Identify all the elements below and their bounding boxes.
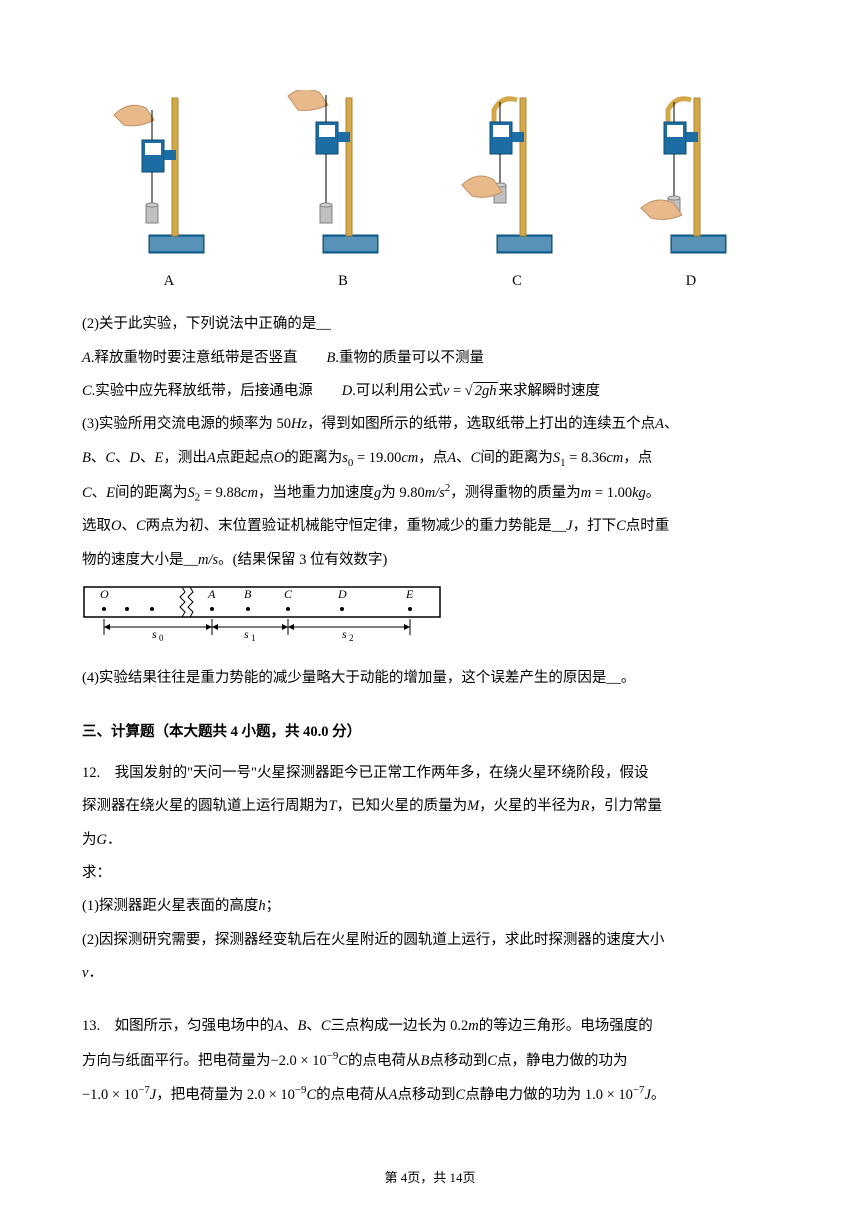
- q3-line5: 物的速度大小是__m/s。(结果保留 3 位有效数字): [82, 544, 778, 577]
- svg-text:1: 1: [251, 633, 256, 641]
- svg-text:O: O: [100, 587, 109, 601]
- apparatus-d-svg: [626, 90, 756, 260]
- q12-1: (1)探测器距火星表面的高度h；: [82, 890, 778, 923]
- var-v: v: [443, 383, 449, 399]
- page-footer: 第 4页，共 14页: [0, 1167, 860, 1186]
- opt-d-marker: D: [342, 383, 352, 399]
- svg-text:2: 2: [349, 633, 354, 641]
- q2-prompt: (2)关于此实验，下列说法中正确的是__: [82, 308, 778, 341]
- q2-optd2: 来求解瞬时速度: [498, 383, 600, 399]
- q2-optd1: 可以利用公式: [356, 383, 443, 399]
- q3-line1: (3)实验所用交流电源的频率为 50Hz，得到如图所示的纸带，选取纸带上打出的连…: [82, 408, 778, 441]
- opt-b-marker: B: [326, 350, 335, 366]
- svg-text:s: s: [342, 627, 347, 641]
- apparatus-b-svg: [278, 90, 408, 260]
- apparatus-label-d: D: [686, 265, 696, 298]
- q2-optb: 重物的质量可以不测量: [339, 350, 484, 366]
- q12-line1: 12. 我国发射的"天问一号"火星探测器距今已正常工作两年多，在绕火星环绕阶段，…: [82, 757, 778, 790]
- apparatus-a: A: [104, 90, 234, 298]
- apparatus-label-b: B: [338, 265, 348, 298]
- q2-options-cd: C.实验中应先释放纸带，后接通电源 D.可以利用公式v = √2gh来求解瞬时速…: [82, 375, 778, 408]
- svg-text:0: 0: [159, 633, 164, 641]
- q13-line3: −1.0 × 10−7J，把电荷量为 2.0 × 10−9C的点电荷从A点移动到…: [82, 1078, 778, 1112]
- apparatus-b: B: [278, 90, 408, 298]
- sqrt-2gh: 2gh: [473, 382, 499, 399]
- q13-line2: 方向与纸面平行。把电荷量为−2.0 × 10−9C的点电荷从B点移动到C点，静电…: [82, 1044, 778, 1078]
- q12-qiu: 求：: [82, 857, 778, 890]
- tape-svg: O A B C D E s0 s1 s2: [82, 585, 442, 641]
- q3-line2: B、C、D、E，测出A点距起点O的距离为s0 = 19.00cm，点A、C间的距…: [82, 442, 778, 476]
- svg-text:A: A: [207, 587, 216, 601]
- tape-diagram: O A B C D E s0 s1 s2: [82, 585, 778, 654]
- svg-text:E: E: [405, 587, 414, 601]
- q13-line1: 13. 如图所示，匀强电场中的A、B、C三点构成一边长为 0.2m的等边三角形。…: [82, 1010, 778, 1043]
- svg-text:B: B: [244, 587, 252, 601]
- q12-2: (2)因探测研究需要，探测器经变轨后在火星附近的圆轨道上运行，求此时探测器的速度…: [82, 924, 778, 957]
- apparatus-figures: A B: [82, 90, 778, 298]
- apparatus-a-svg: [104, 90, 234, 260]
- q3-line4: 选取O、C两点为初、末位置验证机械能守恒定律，重物减少的重力势能是__J，打下C…: [82, 510, 778, 543]
- section3-title: 三、计算题（本大题共 4 小题，共 40.0 分）: [82, 716, 778, 749]
- apparatus-label-a: A: [164, 265, 174, 298]
- q3-line3: C、E间的距离为S2 = 9.88cm，当地重力加速度g为 9.80m/s2，测…: [82, 476, 778, 511]
- q2-opta: 释放重物时要注意纸带是否竖直: [94, 350, 297, 366]
- q12-2b: v．: [82, 957, 778, 990]
- q12-line3: 为G．: [82, 824, 778, 857]
- apparatus-c: C: [452, 90, 582, 298]
- svg-text:s: s: [244, 627, 249, 641]
- opt-a-marker: A: [82, 350, 91, 366]
- q12-line2: 探测器在绕火星的圆轨道上运行周期为T，已知火星的质量为M，火星的半径为R，引力常…: [82, 790, 778, 823]
- apparatus-d: D: [626, 90, 756, 298]
- apparatus-label-c: C: [512, 265, 522, 298]
- svg-text:D: D: [337, 587, 347, 601]
- q2-optc: 实验中应先释放纸带，后接通电源: [95, 383, 313, 399]
- apparatus-c-svg: [452, 90, 582, 260]
- svg-text:C: C: [284, 587, 293, 601]
- opt-c-marker: C: [82, 383, 92, 399]
- q4: (4)实验结果往往是重力势能的减少量略大于动能的增加量，这个误差产生的原因是__…: [82, 662, 778, 695]
- q2-options-ab: A.释放重物时要注意纸带是否竖直 B.重物的质量可以不测量: [82, 342, 778, 375]
- svg-text:s: s: [152, 627, 157, 641]
